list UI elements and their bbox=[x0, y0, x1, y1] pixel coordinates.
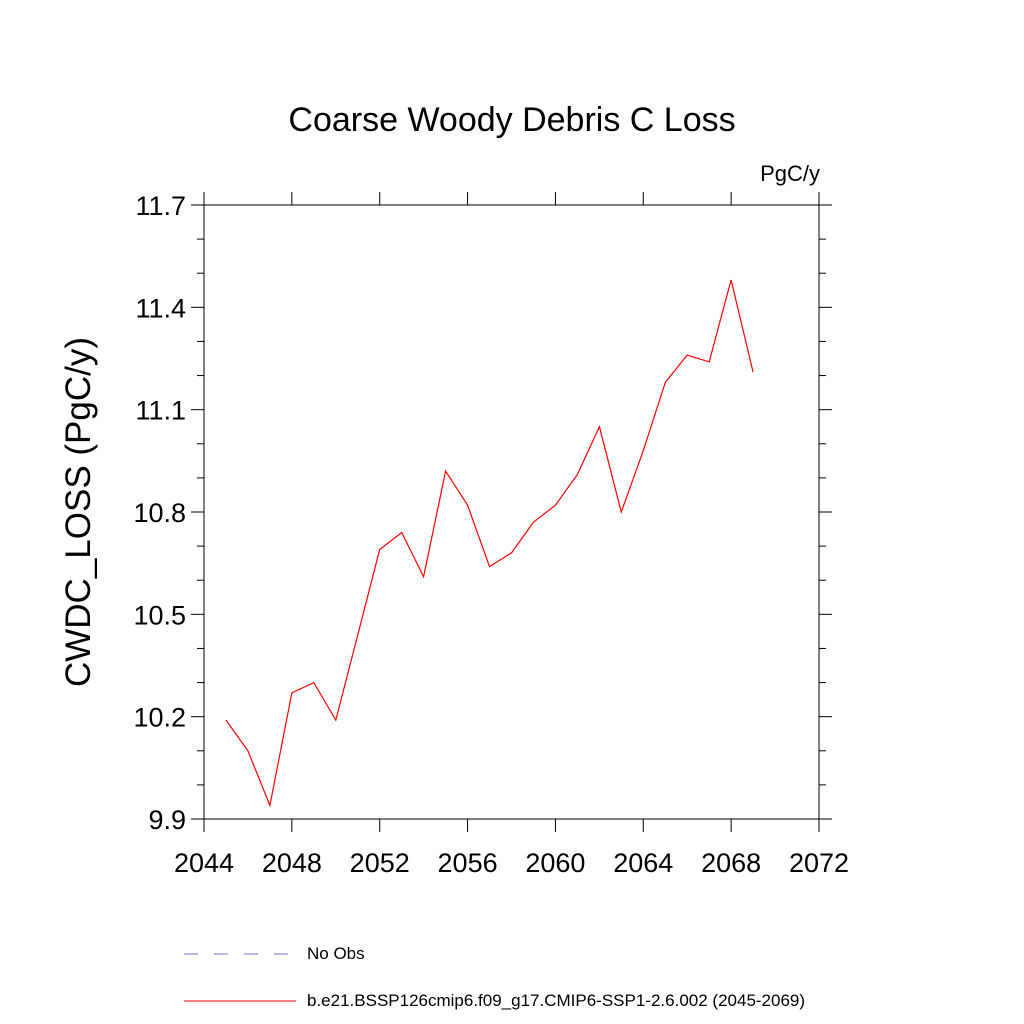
series-line bbox=[225, 279, 754, 808]
x-tick-label: 2068 bbox=[701, 848, 761, 878]
plot-frame bbox=[203, 204, 820, 820]
legend-label-model: b.e21.BSSP126cmip6.f09_g17.CMIP6-SSP1-2.… bbox=[307, 991, 805, 1010]
y-tick-label: 10.5 bbox=[133, 600, 186, 630]
y-tick-label: 11.4 bbox=[135, 293, 186, 323]
x-tick-label: 2064 bbox=[613, 848, 673, 878]
series-layer bbox=[225, 279, 754, 808]
y-axis-label: CWDC_LOSS (PgC/y) bbox=[59, 337, 98, 687]
x-tick-label: 2044 bbox=[174, 848, 234, 878]
legend: No Obs b.e21.BSSP126cmip6.f09_g17.CMIP6-… bbox=[184, 944, 805, 1010]
x-tick-label: 2052 bbox=[350, 848, 410, 878]
x-tick-label: 2056 bbox=[438, 848, 498, 878]
y-tick-label: 10.8 bbox=[133, 498, 186, 528]
y-tick-label: 11.7 bbox=[135, 191, 186, 221]
y-tick-label: 9.9 bbox=[148, 805, 186, 835]
x-tick-label: 2060 bbox=[525, 848, 585, 878]
x-tick-label: 2048 bbox=[262, 848, 322, 878]
units-label: PgC/y bbox=[760, 161, 820, 186]
x-tick-label: 2072 bbox=[789, 848, 849, 878]
legend-label-no-obs: No Obs bbox=[307, 944, 365, 963]
axis-ticks bbox=[191, 192, 832, 832]
chart-title: Coarse Woody Debris C Loss bbox=[288, 101, 735, 139]
y-tick-label: 10.2 bbox=[133, 703, 186, 733]
tick-labels: 2044 2048 2052 2056 2060 2064 2068 2072 9.9 10.2 1… bbox=[133, 191, 849, 878]
y-tick-label: 11.1 bbox=[135, 396, 186, 426]
